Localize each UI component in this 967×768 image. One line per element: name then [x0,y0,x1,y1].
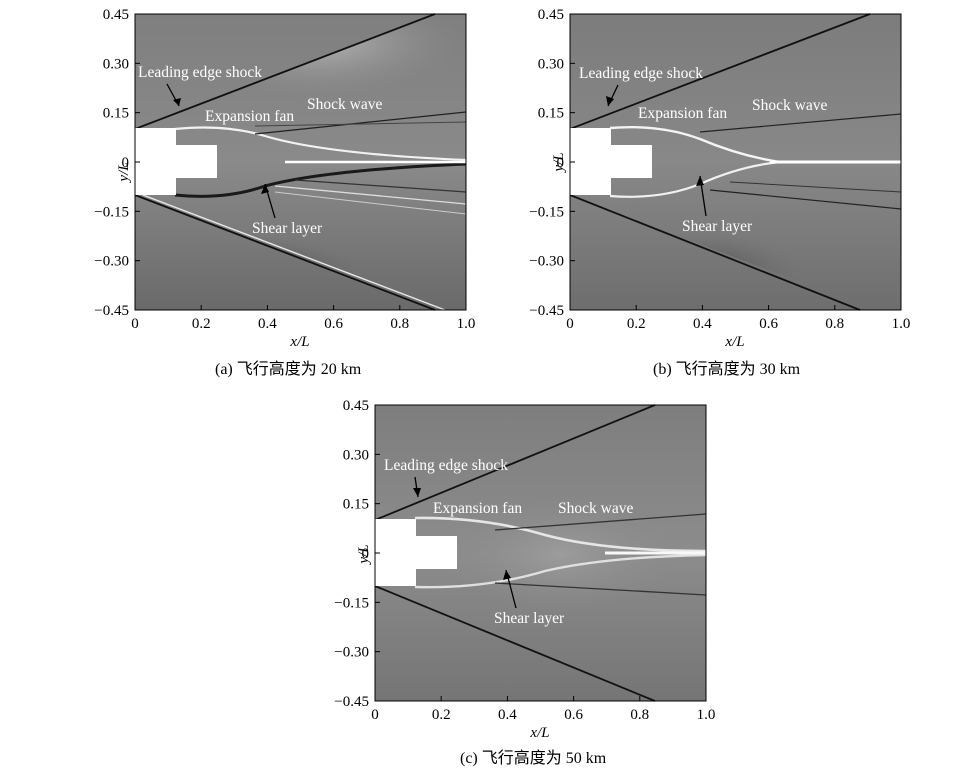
x-tick-label: 0.2 [627,316,646,332]
x-tick-label: 0.4 [258,316,277,332]
label-shock-wave: Shock wave [307,96,382,113]
y-tick-label: 0.15 [343,497,369,513]
label-shock-wave: Shock wave [752,97,827,114]
vehicle-body [570,128,652,195]
lower-shear-layer [414,553,707,589]
x-axis-label: x/L [724,334,744,350]
plot-a: Leading edge shock Expansion fan Shock w… [94,4,475,350]
upper-leading-edge-shock [134,13,436,130]
x-tick-label: 0.6 [759,316,778,332]
x-tick-label: 0.4 [498,707,517,723]
upper-leading-edge-shock [569,13,871,130]
x-tick-label: 0.6 [564,707,583,723]
y-tick-label: 0 [362,546,370,562]
y-axis-label: y/L [551,152,567,173]
upper-shear-layer [414,516,707,553]
y-tick-label: −0.45 [94,303,129,319]
y-tick-label: 0 [122,155,130,171]
y-axis-ticks: 0.45 0.30 0.15 0 −0.15 −0.30 −0.45 [334,398,380,710]
y-tick-label: −0.30 [334,645,369,661]
x-tick-label: 0.2 [432,707,451,723]
x-tick-label: 0.4 [693,316,712,332]
label-shear-layer: Shear layer [682,218,753,235]
label-shock-wave: Shock wave [558,500,633,517]
y-tick-label: −0.15 [334,595,369,611]
label-shear-layer: Shear layer [494,610,565,627]
upper-shear-layer [174,126,467,162]
y-tick-label: −0.30 [94,254,129,270]
x-tick-label: 0 [371,707,379,723]
y-tick-label: −0.15 [94,204,129,220]
x-tick-label: 0.6 [324,316,343,332]
y-tick-label: 0.30 [538,56,564,72]
lower-leading-edge-shock [569,194,861,311]
x-tick-label: 0 [131,316,139,332]
lower-leading-edge-shock [374,585,656,702]
y-tick-label: 0.30 [343,447,369,463]
x-axis-label: x/L [289,334,309,350]
lower-leading-edge-shock [134,194,436,311]
x-axis-label: x/L [529,725,549,741]
caption-b: (b) 飞行高度为 30 km [653,361,801,378]
y-axis-label: y/L [356,544,372,565]
x-axis-ticks: 0 0.2 0.4 0.6 0.8 1.0 [131,305,475,332]
y-axis-label: y/L [116,162,132,183]
y-tick-label: −0.45 [529,303,564,319]
y-tick-label: −0.15 [529,204,564,220]
plot-b: Leading edge shock Expansion fan Shock w… [529,7,910,350]
x-tick-label: 0 [566,316,574,332]
y-tick-label: 0.30 [103,56,129,72]
panel-c: Leading edge shock Expansion fan Shock w… [300,391,730,767]
vehicle-body [375,519,457,586]
y-tick-label: 0.45 [538,7,564,23]
upper-leading-edge-shock [374,404,656,521]
y-axis-ticks: 0.45 0.30 0.15 0 −0.15 −0.30 −0.45 [94,7,140,319]
caption-c: (c) 飞行高度为 50 km [460,750,607,767]
x-tick-label: 0.8 [825,316,844,332]
lower-shear-layer [174,162,467,198]
label-leading-edge-shock: Leading edge shock [579,65,703,82]
y-tick-label: −0.30 [529,254,564,270]
upper-shear-layer [609,125,901,164]
x-tick-label: 0.2 [192,316,211,332]
label-shear-layer: Shear layer [252,220,323,237]
label-leading-edge-shock: Leading edge shock [138,64,262,81]
panel-a: Leading edge shock Expansion fan Shock w… [60,0,490,378]
y-tick-label: −0.45 [334,694,369,710]
x-tick-label: 0.8 [630,707,649,723]
x-tick-label: 1.0 [457,316,476,332]
y-tick-label: 0 [557,155,565,171]
y-tick-label: 0.15 [103,106,129,122]
x-tick-label: 0.8 [390,316,409,332]
x-axis-ticks: 0 0.2 0.4 0.6 0.8 1.0 [371,696,715,723]
panel-b: Leading edge shock Expansion fan Shock w… [495,0,925,378]
label-expansion-fan: Expansion fan [638,105,727,122]
y-tick-label: 0.15 [538,106,564,122]
x-axis-ticks: 0 0.2 0.4 0.6 0.8 1.0 [566,305,910,332]
x-tick-label: 1.0 [892,316,911,332]
y-tick-label: 0.45 [103,7,129,23]
label-expansion-fan: Expansion fan [205,108,294,125]
vehicle-body [135,128,217,195]
y-tick-label: 0.45 [343,398,369,414]
plot-c: Leading edge shock Expansion fan Shock w… [334,398,715,741]
x-tick-label: 1.0 [697,707,716,723]
y-axis-ticks: 0.45 0.30 0.15 0 −0.15 −0.30 −0.45 [529,7,575,319]
label-leading-edge-shock: Leading edge shock [384,457,508,474]
caption-a: (a) 飞行高度为 20 km [215,361,362,378]
label-expansion-fan: Expansion fan [433,500,522,517]
